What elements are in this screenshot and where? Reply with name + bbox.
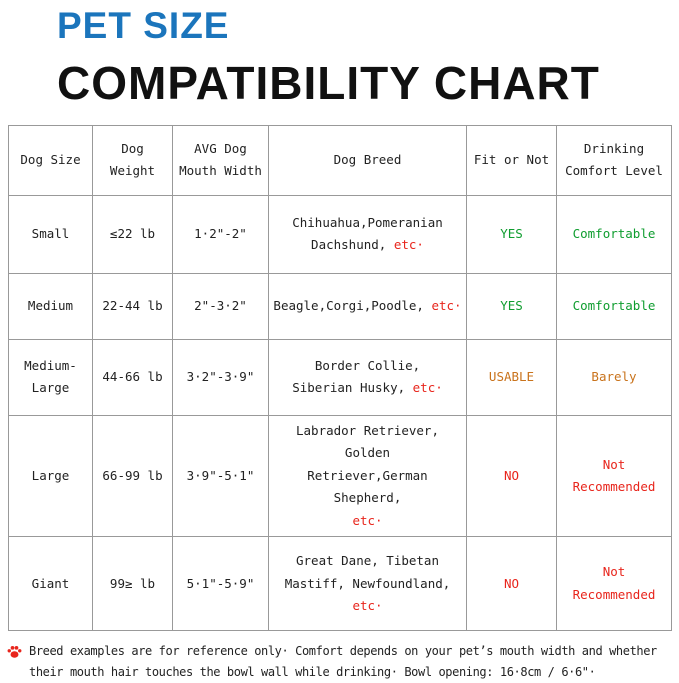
breed-text: Labrador Retriever, Golden Retriever,Ger…: [296, 422, 439, 506]
cell-mouth-width: 5·1"-5·9": [172, 536, 269, 632]
table-row-giant: Giant 99≥ lb 5·1"-5·9" Great Dane, Tibet…: [8, 536, 672, 632]
footnote-text: Breed examples are for reference only· C…: [29, 644, 657, 680]
page-title-line2: COMPATIBILITY CHART: [57, 56, 600, 109]
cell-comfort: Not Recommended: [556, 536, 672, 632]
column-header-comfort-level: Drinking Comfort Level: [556, 124, 672, 196]
cell-weight: 44-66 lb: [92, 338, 173, 416]
cell-breed: Great Dane, Tibetan Mastiff, Newfoundlan…: [268, 536, 467, 632]
breed-etc: etc·: [352, 512, 383, 528]
cell-weight: 66-99 lb: [92, 414, 173, 538]
breed-etc: etc·: [352, 598, 383, 614]
cell-size: Medium- Large: [8, 338, 93, 416]
cell-fit: NO: [466, 536, 557, 632]
table-header-row: Dog Size Dog Weight AVG Dog Mouth Width …: [8, 124, 672, 196]
cell-breed: Border Collie, Siberian Husky, etc·: [268, 338, 467, 416]
cell-mouth-width: 3·9"-5·1": [172, 414, 269, 538]
cell-fit: NO: [466, 414, 557, 538]
table-row-small: Small ≤22 lb 1·2"-2" Chihuahua,Pomerania…: [8, 194, 672, 274]
page-header: PET SIZE COMPATIBILITY CHART: [0, 0, 679, 107]
column-header-fit-or-not: Fit or Not: [466, 124, 557, 196]
column-header-dog-breed: Dog Breed: [268, 124, 467, 196]
cell-size: Small: [8, 194, 93, 274]
cell-comfort: Barely: [556, 338, 672, 416]
breed-text: Border Collie, Siberian Husky,: [292, 357, 421, 396]
cell-breed: Chihuahua,Pomeranian Dachshund, etc·: [268, 194, 467, 274]
cell-breed: Labrador Retriever, Golden Retriever,Ger…: [268, 414, 467, 538]
cell-mouth-width: 2"-3·2": [172, 272, 269, 340]
table-row-medium-large: Medium- Large 44-66 lb 3·2"-3·9" Border …: [8, 338, 672, 416]
cell-comfort: Not Recommended: [556, 414, 672, 538]
footnote: Breed examples are for reference only· C…: [6, 641, 673, 683]
cell-comfort: Comfortable: [556, 272, 672, 340]
cell-size: Giant: [8, 536, 93, 632]
table-row-large: Large 66-99 lb 3·9"-5·1" Labrador Retrie…: [8, 414, 672, 538]
cell-fit: YES: [466, 194, 557, 274]
cell-weight: 22-44 lb: [92, 272, 173, 340]
cell-size: Large: [8, 414, 93, 538]
column-header-mouth-width: AVG Dog Mouth Width: [172, 124, 269, 196]
column-header-dog-weight: Dog Weight: [92, 124, 173, 196]
cell-mouth-width: 1·2"-2": [172, 194, 269, 274]
breed-etc: etc·: [412, 380, 443, 396]
cell-size: Medium: [8, 272, 93, 340]
cell-mouth-width: 3·2"-3·9": [172, 338, 269, 416]
paw-icon: [6, 643, 23, 660]
table-row-medium: Medium 22-44 lb 2"-3·2" Beagle,Corgi,Poo…: [8, 272, 672, 340]
cell-breed: Beagle,Corgi,Poodle, etc·: [268, 272, 467, 340]
cell-fit: USABLE: [466, 338, 557, 416]
breed-etc: etc·: [393, 237, 424, 253]
cell-fit: YES: [466, 272, 557, 340]
cell-weight: 99≥ lb: [92, 536, 173, 632]
column-header-dog-size: Dog Size: [8, 124, 93, 196]
breed-text: Great Dane, Tibetan Mastiff, Newfoundlan…: [284, 553, 451, 591]
page-title-line1: PET SIZE: [57, 5, 230, 46]
breed-text: Beagle,Corgi,Poodle,: [273, 298, 432, 314]
breed-etc: etc·: [431, 298, 462, 314]
compatibility-table: Dog Size Dog Weight AVG Dog Mouth Width …: [8, 124, 672, 632]
breed-text: Chihuahua,Pomeranian Dachshund,: [292, 214, 443, 253]
cell-weight: ≤22 lb: [92, 194, 173, 274]
cell-comfort: Comfortable: [556, 194, 672, 274]
